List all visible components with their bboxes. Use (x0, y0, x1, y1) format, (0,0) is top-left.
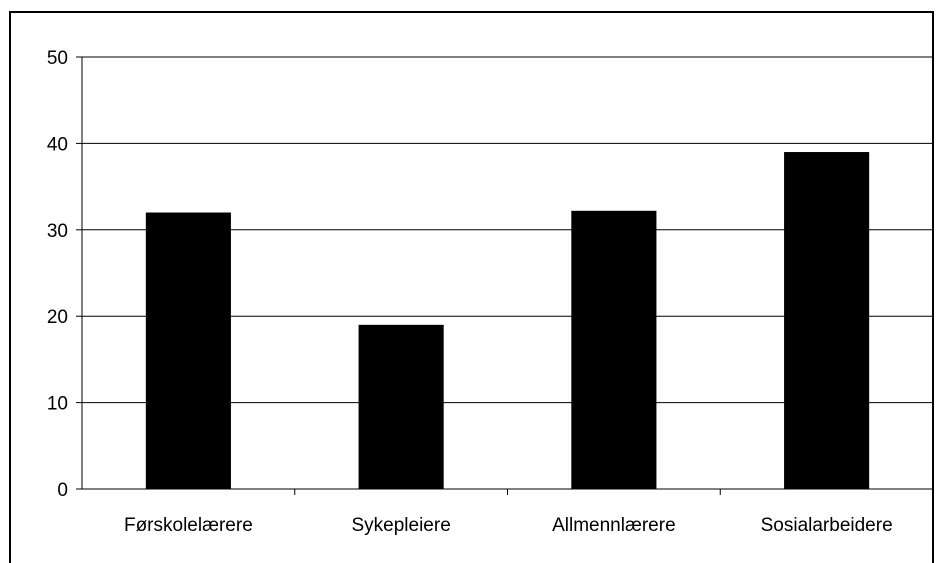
y-tick-label: 0 (57, 480, 68, 501)
x-tick-labels: Førskolelærere Sykepleiere Allmennlærere So… (124, 515, 893, 536)
x-tick-label: Allmennlærere (552, 515, 676, 536)
x-tick-label: Førskolelærere (124, 515, 253, 536)
y-tick-label: 20 (47, 307, 68, 328)
bar (358, 324, 444, 489)
bar (571, 210, 657, 490)
bar (784, 152, 870, 490)
x-tick-label: Sykepleiere (351, 515, 450, 536)
bar (145, 212, 231, 489)
y-tick-label: 50 (47, 48, 68, 69)
bars (145, 152, 870, 490)
axes (76, 56, 933, 495)
y-tick-label: 40 (47, 134, 68, 155)
x-tick-label: Sosialarbeidere (761, 515, 893, 536)
y-tick-label: 10 (47, 394, 68, 415)
y-tick-labels: 0 10 20 30 40 50 (47, 48, 68, 501)
chart-border (9, 11, 934, 563)
y-tick-label: 30 (47, 221, 68, 242)
